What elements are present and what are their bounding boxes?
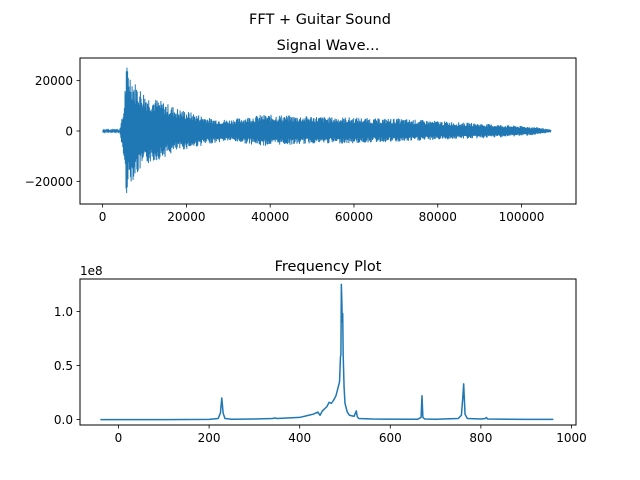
signal-wave-x-tick-label: 80000 bbox=[419, 210, 457, 224]
frequency-plot-plot-area bbox=[100, 283, 554, 421]
frequency-plot-series-line bbox=[100, 283, 554, 421]
signal-wave-x-tick-label: 40000 bbox=[251, 210, 289, 224]
frequency-plot-y-ticks: 0.0 0.5 1.0 bbox=[54, 305, 80, 427]
signal-wave-axes: Signal Wave... 0 20000 40000 60000 80000 1000… bbox=[25, 38, 577, 224]
signal-wave-frame bbox=[79, 57, 577, 205]
signal-wave-y-tick-label: −20000 bbox=[25, 175, 73, 189]
signal-wave-x-tick-label: 20000 bbox=[167, 210, 205, 224]
signal-wave-title: Signal Wave... bbox=[277, 38, 380, 54]
frequency-plot-x-tick-label: 600 bbox=[379, 431, 402, 445]
signal-wave-series-line bbox=[102, 67, 552, 194]
figure-suptitle: FFT + Guitar Sound bbox=[249, 12, 391, 28]
frequency-plot-x-tick-label: 200 bbox=[198, 431, 221, 445]
signal-wave-y-tick-label: 0 bbox=[65, 125, 73, 139]
signal-wave-y-tick-label: 20000 bbox=[35, 74, 73, 88]
frequency-plot-x-tick-label: 0 bbox=[115, 431, 123, 445]
frequency-plot-y-tick-label: 0.0 bbox=[54, 413, 73, 427]
signal-wave-y-ticks: −20000 0 20000 bbox=[25, 74, 80, 189]
signal-wave-x-tick-label: 0 bbox=[99, 210, 107, 224]
frequency-plot-axes: Frequency Plot 1e8 0 200 400 600 800 1000 0.0… bbox=[54, 259, 587, 445]
frequency-plot-y-tick-label: 0.5 bbox=[54, 359, 73, 373]
signal-wave-x-tick-label: 60000 bbox=[335, 210, 373, 224]
frequency-plot-x-ticks: 0 200 400 600 800 1000 bbox=[115, 425, 587, 445]
frequency-plot-x-tick-label: 1000 bbox=[556, 431, 587, 445]
frequency-plot-x-tick-label: 800 bbox=[469, 431, 492, 445]
signal-wave-plot-area bbox=[102, 67, 552, 194]
signal-wave-x-ticks: 0 20000 40000 60000 80000 100000 bbox=[99, 204, 545, 224]
signal-wave-x-tick-label: 100000 bbox=[499, 210, 545, 224]
frequency-plot-x-tick-label: 400 bbox=[288, 431, 311, 445]
frequency-plot-y-tick-label: 1.0 bbox=[54, 305, 73, 319]
frequency-plot-offset-text: 1e8 bbox=[80, 264, 103, 278]
frequency-plot-title: Frequency Plot bbox=[275, 259, 382, 275]
frequency-plot-frame bbox=[79, 278, 577, 426]
